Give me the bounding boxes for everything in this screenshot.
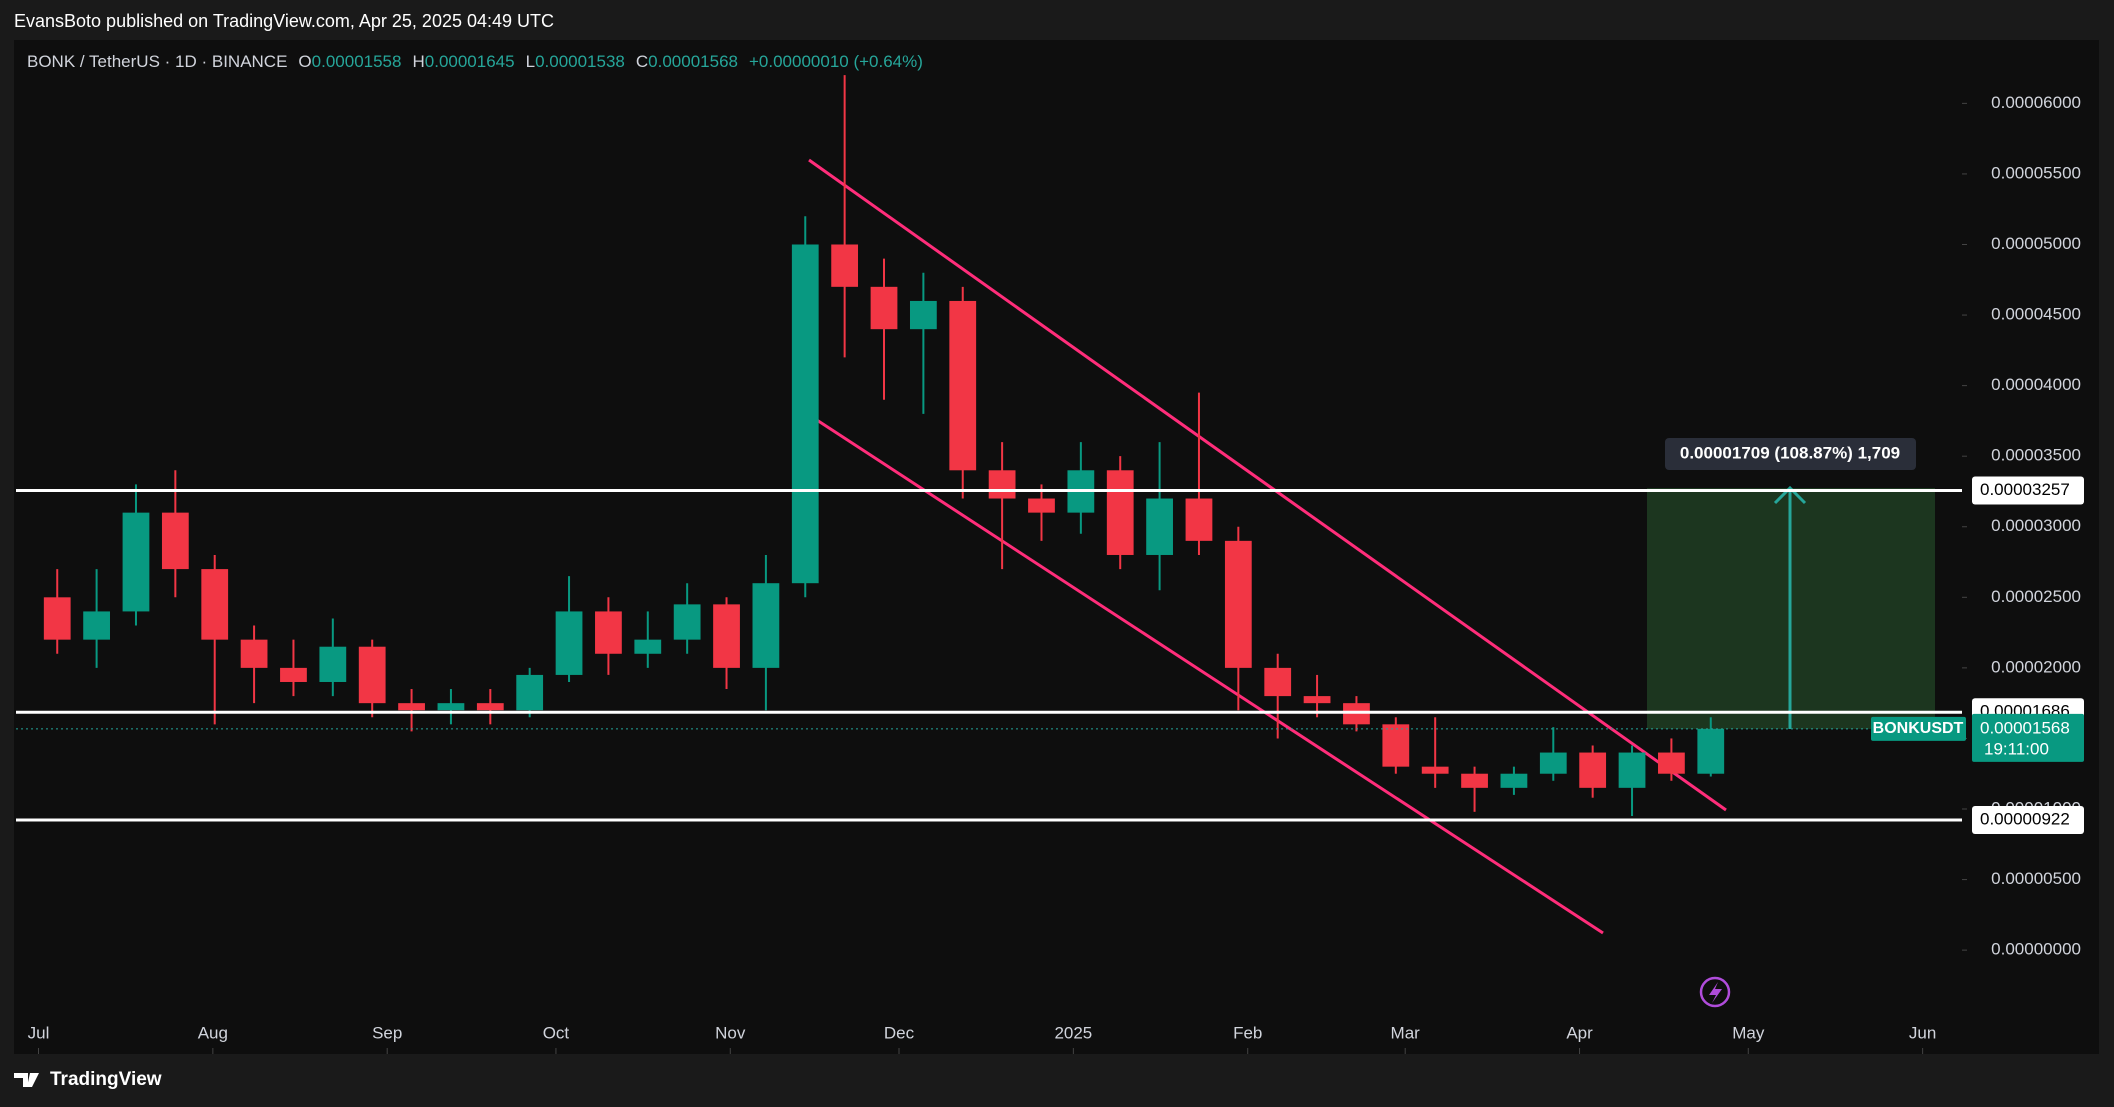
level-label: 0.00003257 [1980, 480, 2070, 499]
candle-body [1421, 766, 1449, 774]
legend-low: 0.00001538 [535, 52, 625, 71]
alert-icon[interactable] [1699, 976, 1731, 1008]
legend: BONK / TetherUS · 1D · BINANCE O0.0000155… [27, 52, 923, 71]
x-tick-label: Jul [28, 1023, 50, 1042]
candle-body [909, 300, 937, 330]
level-label-bg [1972, 806, 2084, 835]
x-tick-label: Mar [1391, 1023, 1421, 1042]
candle-body [1461, 773, 1488, 788]
candle-body [1028, 498, 1055, 513]
candle-body [1224, 540, 1252, 668]
legend-open: 0.00001558 [312, 52, 402, 71]
candle-body [398, 703, 425, 711]
brand: TradingView [50, 1069, 162, 1090]
x-tick-label: Dec [884, 1023, 915, 1042]
last-price-label: 0.00001568 [1980, 718, 2070, 737]
y-tick-label: 0.00003500 [1991, 446, 2081, 465]
x-tick-label: Feb [1233, 1023, 1262, 1042]
candle-body [673, 604, 701, 640]
candle-body [1264, 667, 1292, 697]
y-tick-label: 0.00000000 [1991, 940, 2081, 959]
candle-body [161, 512, 189, 570]
y-tick-label: 0.00005500 [1991, 163, 2081, 182]
legend-low-key: L [526, 52, 535, 71]
candle-body [83, 611, 110, 640]
candle-body [319, 646, 347, 682]
legend-close: 0.00001568 [648, 52, 738, 71]
measure-label: 0.00001709 (108.87%) 1,709 [1680, 443, 1900, 462]
x-tick-label: Sep [372, 1023, 402, 1042]
last-name: BONKUSDT [1873, 720, 1964, 737]
last-name-bg [1871, 716, 1966, 741]
legend-close-key: C [636, 52, 648, 71]
legend-high-key: H [412, 52, 424, 71]
brand-logo [14, 1073, 39, 1087]
candle-body [476, 703, 504, 711]
candle-body [949, 300, 977, 471]
y-tick-label: 0.00000500 [1991, 869, 2081, 888]
candle-body [595, 611, 622, 654]
candle-body [988, 470, 1016, 499]
candle-body [1658, 752, 1685, 774]
channel [802, 158, 1727, 935]
level-label: 0.00000922 [1980, 809, 2070, 828]
y-tick-label: 0.00004000 [1991, 375, 2081, 394]
candle-body [201, 569, 229, 640]
candle-body [1106, 470, 1134, 555]
trend-line [802, 409, 1604, 935]
candle-body [1185, 498, 1213, 541]
y-tick-label: 0.00006000 [1991, 93, 2081, 112]
candle-body [752, 583, 780, 668]
legend-symbol: BONK / TetherUS · 1D · BINANCE [27, 52, 287, 71]
candle-body [713, 604, 740, 668]
measure-arrow-head [1773, 485, 1807, 505]
candle-body [1343, 703, 1370, 725]
y-tick-label: 0.00005000 [1991, 234, 2081, 253]
legend-high: 0.00001645 [425, 52, 515, 71]
candle-body [791, 244, 819, 584]
candle-body [358, 646, 386, 704]
x-tick-label: Oct [543, 1023, 570, 1042]
candle-body [1146, 498, 1173, 555]
candle-body [122, 512, 150, 612]
publisher: EvansBoto published on TradingView.com, … [14, 11, 554, 31]
y-tick-label: 0.00004500 [1991, 305, 2081, 324]
candle-body [1303, 696, 1331, 704]
x-tick-label: May [1732, 1023, 1765, 1042]
candle-body [43, 597, 71, 640]
candle-body [437, 703, 465, 711]
candle-body [1500, 773, 1528, 788]
candle-body [1697, 728, 1725, 774]
legend-open-key: O [298, 52, 311, 71]
candle-body [280, 667, 307, 682]
candle-body [634, 639, 662, 654]
level-label-bg [1972, 476, 2084, 505]
trend-line [808, 158, 1727, 812]
candle-body [240, 639, 268, 668]
candle-body [516, 674, 544, 711]
candle-body [1579, 752, 1607, 788]
x-tick-label: Aug [198, 1023, 228, 1042]
y-tick-label: 0.00003000 [1991, 516, 2081, 535]
candle-body [831, 244, 859, 287]
candle-body [1539, 752, 1567, 774]
candle-body [870, 286, 898, 330]
candle-body [1618, 752, 1646, 788]
x-tick-label: 2025 [1054, 1023, 1092, 1042]
measure-label-bg [1665, 438, 1916, 470]
alert-bolt [1709, 982, 1722, 1003]
x-tick-label: Jun [1909, 1023, 1936, 1042]
last-price-bg [1972, 713, 2084, 762]
x-tick-label: Nov [715, 1023, 746, 1042]
x-tick-label: Apr [1566, 1023, 1593, 1042]
y-tick-label: 0.00002500 [1991, 587, 2081, 606]
legend-change: +0.00000010 (+0.64%) [749, 52, 923, 71]
y-tick-label: 0.00002000 [1991, 657, 2081, 676]
candle-body [1382, 724, 1410, 767]
countdown: 19:11:00 [1984, 739, 2049, 758]
candle-body [555, 611, 583, 675]
